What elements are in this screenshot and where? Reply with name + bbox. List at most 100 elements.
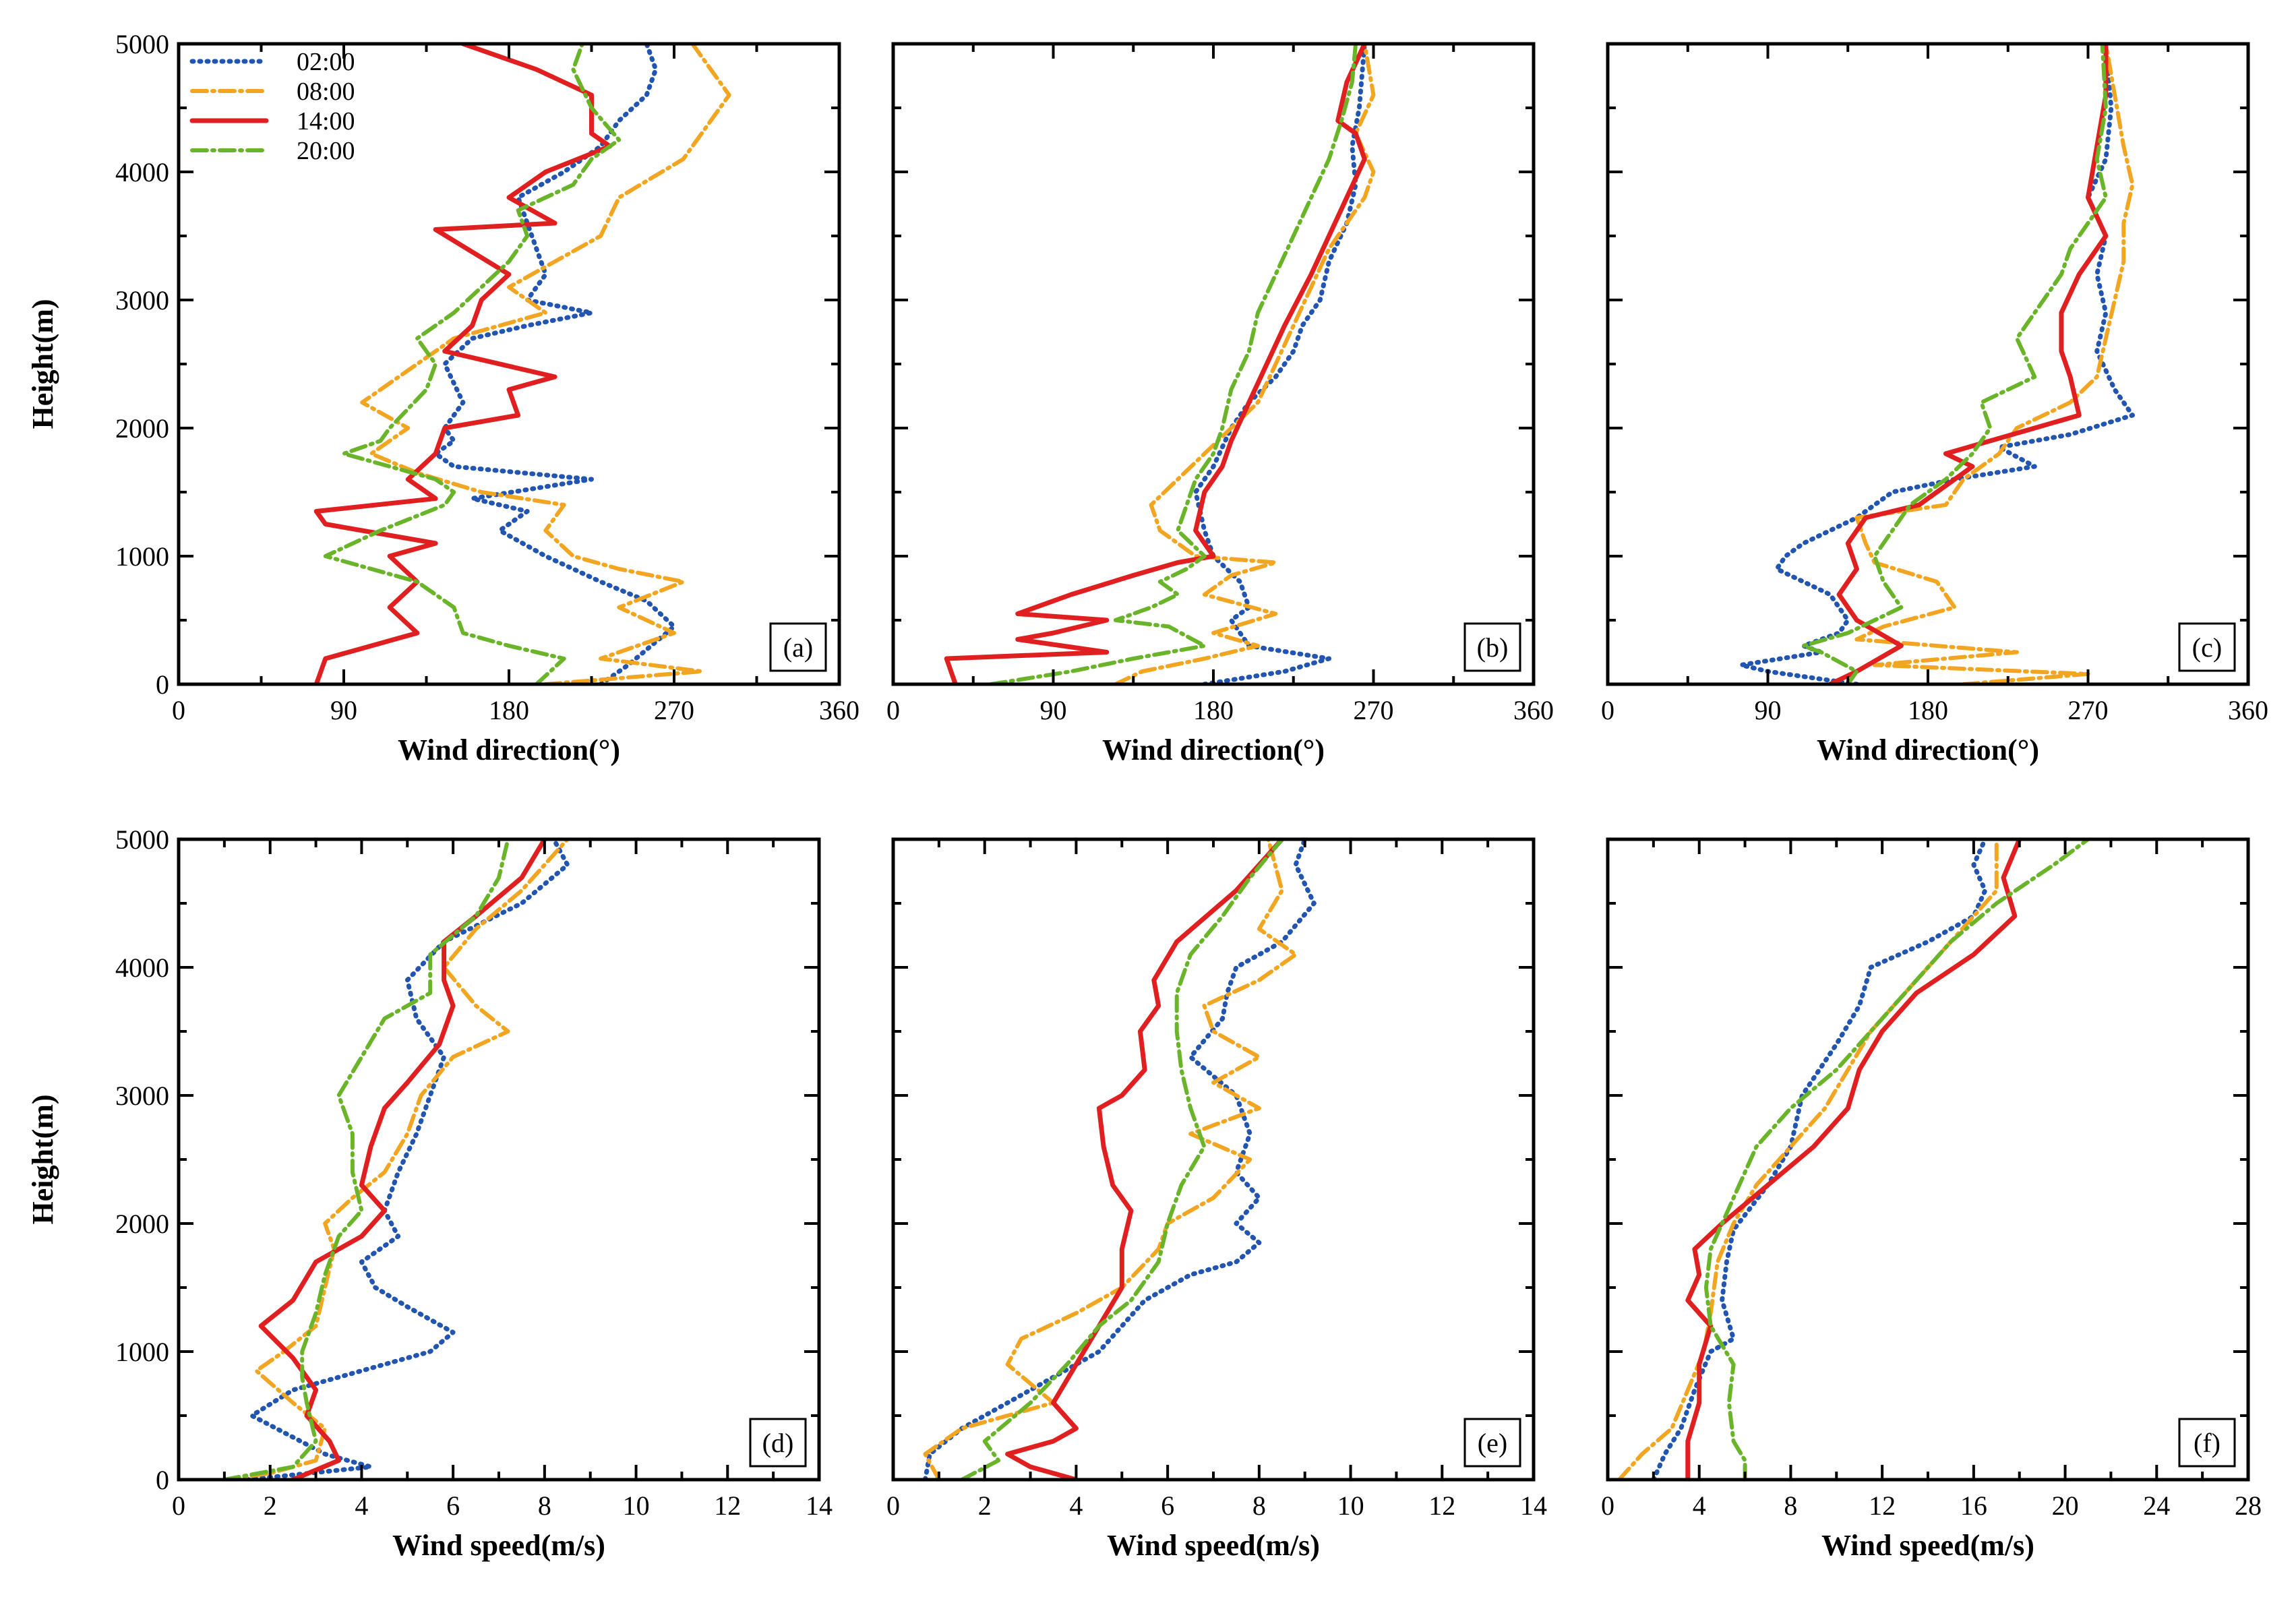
- panel-c: 0 90 180 270 360 Wind direction(°) (c): [1601, 42, 2268, 766]
- x-tick-label: 2: [978, 1490, 992, 1521]
- x-tick-label: 0: [1601, 1490, 1614, 1521]
- y-tick-label: 2000: [115, 1209, 169, 1239]
- series-line-2000: [1801, 44, 2108, 684]
- y-tick-label: 4000: [115, 157, 169, 187]
- series-line-0200: [1193, 44, 1367, 684]
- y-tick-label: 3000: [115, 285, 169, 315]
- series-line-1400: [1827, 44, 2109, 684]
- y-tick-label: 2000: [115, 413, 169, 444]
- panel-tag-box: [1463, 1418, 1521, 1468]
- x-tick-label: 8: [1252, 1490, 1266, 1521]
- plot-frame: [891, 837, 1536, 1482]
- panel-tag-box: [769, 622, 827, 672]
- legend-label: 02:00: [297, 48, 355, 76]
- y-tick-label: 4000: [115, 953, 169, 983]
- x-tick-label: 180: [1908, 695, 1948, 725]
- series-line-1400: [1685, 839, 2022, 1480]
- panel-tag: (d): [762, 1428, 794, 1458]
- x-tick-label: 270: [654, 695, 694, 725]
- x-tick-label: 4: [355, 1490, 368, 1521]
- x-tick-label: 4: [1693, 1490, 1706, 1521]
- x-tick-label: 360: [819, 695, 859, 725]
- x-tick-label: 180: [489, 695, 529, 725]
- x-tick-label: 10: [1337, 1490, 1364, 1521]
- x-tick-label: 4: [1069, 1490, 1083, 1521]
- plot-frame: [177, 837, 821, 1482]
- x-tick-label: 2: [264, 1490, 277, 1521]
- x-tick-label: 0: [886, 1490, 900, 1521]
- x-tick-label: 12: [1869, 1490, 1896, 1521]
- x-tick-label: 8: [538, 1490, 551, 1521]
- x-tick-label: 0: [172, 1490, 185, 1521]
- y-tick-label: 5000: [115, 824, 169, 855]
- series-line-1400: [313, 44, 613, 684]
- y-tick-label: 3000: [115, 1081, 169, 1111]
- x-tick-label: 24: [2143, 1490, 2170, 1521]
- y-tick-label: 0: [156, 1465, 169, 1495]
- x-tick-label: 14: [1520, 1490, 1547, 1521]
- y-axis-label: Height(m): [26, 1094, 59, 1224]
- panel-tag-box: [1463, 622, 1521, 672]
- series-line-0800: [1113, 44, 1376, 684]
- series-line-0800: [1854, 44, 2135, 684]
- y-tick-label: 1000: [115, 541, 169, 572]
- x-tick-label: 0: [172, 695, 185, 725]
- series-line-2000: [959, 839, 1284, 1480]
- panel-d: 0 2 4 6 8 10 12 14 0 1000 2000 3000 4000 5000 Wind spe…: [26, 824, 833, 1562]
- panel-tag-box: [2178, 622, 2236, 672]
- series-line-2000: [323, 44, 622, 684]
- x-tick-label: 90: [1755, 695, 1782, 725]
- x-tick-label: 20: [2052, 1490, 2079, 1521]
- x-tick-label: 16: [1960, 1490, 1987, 1521]
- x-tick-label: 14: [806, 1490, 833, 1521]
- plot-frame: [1606, 837, 2250, 1482]
- legend-label: 14:00: [297, 107, 355, 135]
- x-tick-label: 90: [1040, 695, 1067, 725]
- legend-label: 20:00: [297, 137, 355, 165]
- plot-frame: [1606, 42, 2250, 686]
- legend-label: 08:00: [297, 78, 355, 106]
- panel-tag: (a): [783, 632, 813, 663]
- x-tick-label: 90: [330, 695, 357, 725]
- x-tick-label: 12: [714, 1490, 741, 1521]
- series-line-1400: [1005, 839, 1285, 1480]
- panel-tag: (c): [2192, 632, 2222, 663]
- x-tick-label: 360: [1513, 695, 1554, 725]
- x-tick-label: 6: [1161, 1490, 1174, 1521]
- series-line-0800: [923, 839, 1298, 1480]
- panel-tag: (e): [1478, 1428, 1507, 1458]
- series-line-1400: [944, 44, 1367, 684]
- panel-tag: (f): [2194, 1428, 2221, 1458]
- panel-a: 0 90 180 270 360 0 1000 2000 3000 4000 5000 Wind di…: [26, 29, 859, 766]
- x-tick-label: 10: [623, 1490, 650, 1521]
- x-tick-label: 8: [1784, 1490, 1797, 1521]
- y-axis-label: Height(m): [26, 299, 59, 429]
- series-line-0800: [360, 44, 731, 684]
- y-tick-label: 1000: [115, 1337, 169, 1367]
- series-line-2000: [989, 44, 1358, 684]
- series-line-0200: [923, 839, 1317, 1480]
- x-tick-label: 180: [1193, 695, 1234, 725]
- x-tick-label: 360: [2228, 695, 2268, 725]
- y-tick-label: 0: [156, 669, 169, 700]
- series-line-0200: [1739, 44, 2135, 684]
- x-tick-label: 270: [1354, 695, 1394, 725]
- panel-b: 0 90 180 270 360 Wind direction(°) (b): [886, 42, 1554, 766]
- series-line-0200: [1651, 839, 1988, 1480]
- x-tick-label: 270: [2068, 695, 2109, 725]
- x-tick-label: 0: [886, 695, 900, 725]
- series-line-0800: [222, 839, 570, 1480]
- y-tick-label: 5000: [115, 29, 169, 59]
- panel-e: 0 2 4 6 8 10 12 14 Wind speed(m/s) (e): [886, 837, 1547, 1562]
- x-axis-label: Wind speed(m/s): [1107, 1529, 1320, 1562]
- panel-tag-box: [749, 1418, 807, 1468]
- x-tick-label: 6: [446, 1490, 460, 1521]
- x-axis-label: Wind direction(°): [1817, 733, 2039, 766]
- series-line-2000: [1703, 839, 2090, 1480]
- x-axis-label: Wind direction(°): [398, 733, 620, 766]
- panel-f: 0 4 8 12 16 20 24 28 Wind speed(m/s) (f): [1601, 837, 2262, 1562]
- series-line-2000: [222, 839, 510, 1480]
- x-tick-label: 12: [1428, 1490, 1455, 1521]
